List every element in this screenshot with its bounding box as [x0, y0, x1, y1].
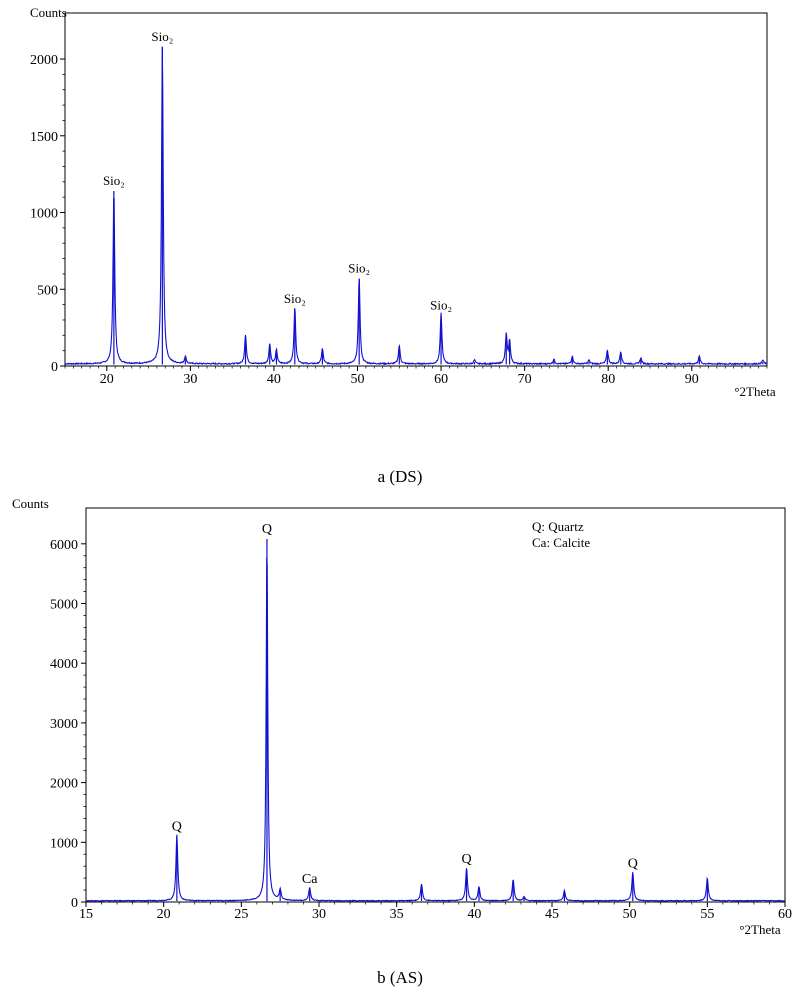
y-tick-label: 0: [51, 360, 58, 375]
peak-annotation: Q: [462, 852, 472, 867]
x-tick-label: 60: [778, 907, 792, 922]
y-tick-label: 500: [37, 283, 58, 298]
y-tick-label: 6000: [50, 538, 78, 553]
diffraction-pattern-line: [85, 557, 786, 902]
y-tick-label: 4000: [50, 657, 78, 672]
x-tick-label: 90: [685, 372, 699, 387]
x-tick-label: 50: [623, 907, 637, 922]
legend-entry: Ca: Calcite: [532, 535, 590, 550]
chart-panel-a: 0 500 1000 1500 2000 20 30 40 50 60 70 80 90 Counts °2…: [30, 5, 776, 399]
x-tick-label: 45: [545, 907, 559, 922]
x-tick-label: 25: [234, 907, 248, 922]
plot-frame: [85, 507, 786, 903]
y-tick-label: 2000: [50, 777, 78, 792]
peak-annotation: Sio₂: [151, 29, 173, 44]
x-tick-label: 80: [601, 372, 615, 387]
x-tick-label: 30: [183, 372, 197, 387]
peak-annotation: Ca: [302, 872, 318, 887]
peak-annotation: Q: [172, 819, 182, 834]
diffraction-pattern-line: [64, 46, 768, 366]
x-tick-label: 40: [467, 907, 481, 922]
x-tick-label: 70: [518, 372, 532, 387]
y-tick-label: 1000: [50, 836, 78, 851]
legend-entry: Q: Quartz: [532, 519, 584, 534]
x-tick-label: 55: [700, 907, 714, 922]
peak-annotation: Q: [262, 522, 272, 537]
peak-annotation: Sio₂: [430, 297, 452, 312]
x-axis-label: °2Theta: [734, 384, 776, 399]
x-tick-label: 20: [100, 372, 114, 387]
y-axis-label: Counts: [30, 5, 67, 20]
y-tick-label: 1000: [30, 207, 58, 222]
x-tick-label: 50: [351, 372, 365, 387]
x-tick-label: 35: [390, 907, 404, 922]
x-tick-label: 20: [157, 907, 171, 922]
y-tick-label: 0: [71, 896, 78, 911]
chart-panel-b: 0 1000 2000 3000 4000 5000 6000 15 20 25 30 35 40 45 5…: [12, 496, 792, 937]
peak-annotation: Q: [628, 856, 638, 871]
y-tick-label: 5000: [50, 598, 78, 613]
plot-frame: [64, 12, 768, 367]
peak-annotation: Sio₂: [284, 291, 306, 306]
y-tick-label: 1500: [30, 130, 58, 145]
x-tick-label: 60: [434, 372, 448, 387]
peak-annotation: Sio₂: [348, 261, 370, 276]
caption-b: b (AS): [377, 968, 423, 987]
x-tick-label: 15: [79, 907, 93, 922]
peak-annotation: Sio₂: [103, 173, 125, 188]
y-tick-label: 2000: [30, 53, 58, 68]
y-tick-label: 3000: [50, 717, 78, 732]
y-axis-label: Counts: [12, 496, 49, 511]
x-tick-label: 40: [267, 372, 281, 387]
caption-a: a (DS): [377, 467, 423, 486]
x-tick-label: 30: [312, 907, 326, 922]
x-axis-label: °2Theta: [739, 922, 781, 937]
